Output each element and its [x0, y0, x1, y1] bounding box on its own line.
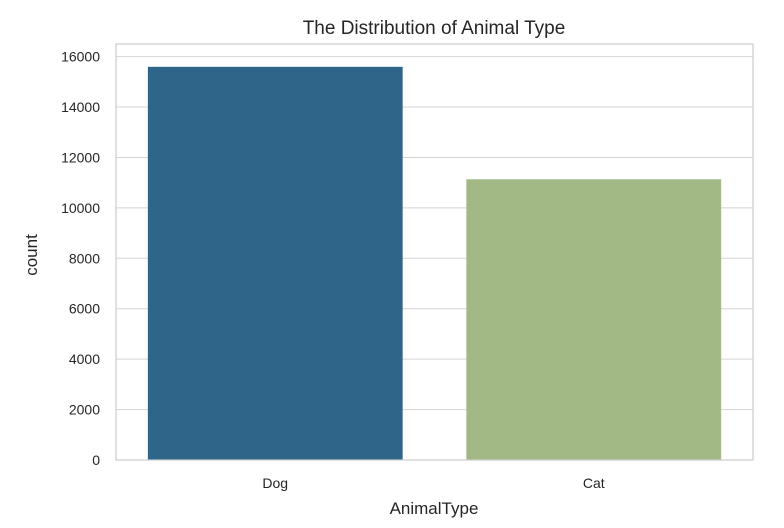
bars — [147, 66, 722, 461]
y-tick-label: 2000 — [69, 402, 100, 418]
y-axis-ticks: 0 2000 4000 6000 8000 10000 12000 14000 16000 — [61, 49, 100, 468]
x-tick-label: Dog — [262, 475, 288, 491]
chart-title: The Distribution of Animal Type — [303, 18, 566, 39]
bar-cat — [466, 179, 722, 460]
plot-frame — [115, 43, 754, 461]
y-tick-label: 16000 — [61, 49, 100, 65]
y-tick-label: 10000 — [61, 200, 100, 216]
x-tick-label: Cat — [583, 475, 605, 491]
y-tick-label: 0 — [92, 452, 100, 468]
y-tick-label: 8000 — [69, 250, 100, 266]
y-axis-title: count — [22, 234, 41, 276]
y-tick-label: 4000 — [69, 351, 100, 367]
x-axis-ticks: Dog Cat — [262, 475, 604, 491]
x-axis-title: AnimalType — [390, 499, 479, 518]
y-tick-label: 12000 — [61, 149, 100, 165]
y-tick-label: 14000 — [61, 99, 100, 115]
bar-dog — [147, 66, 403, 461]
y-tick-label: 6000 — [69, 301, 100, 317]
